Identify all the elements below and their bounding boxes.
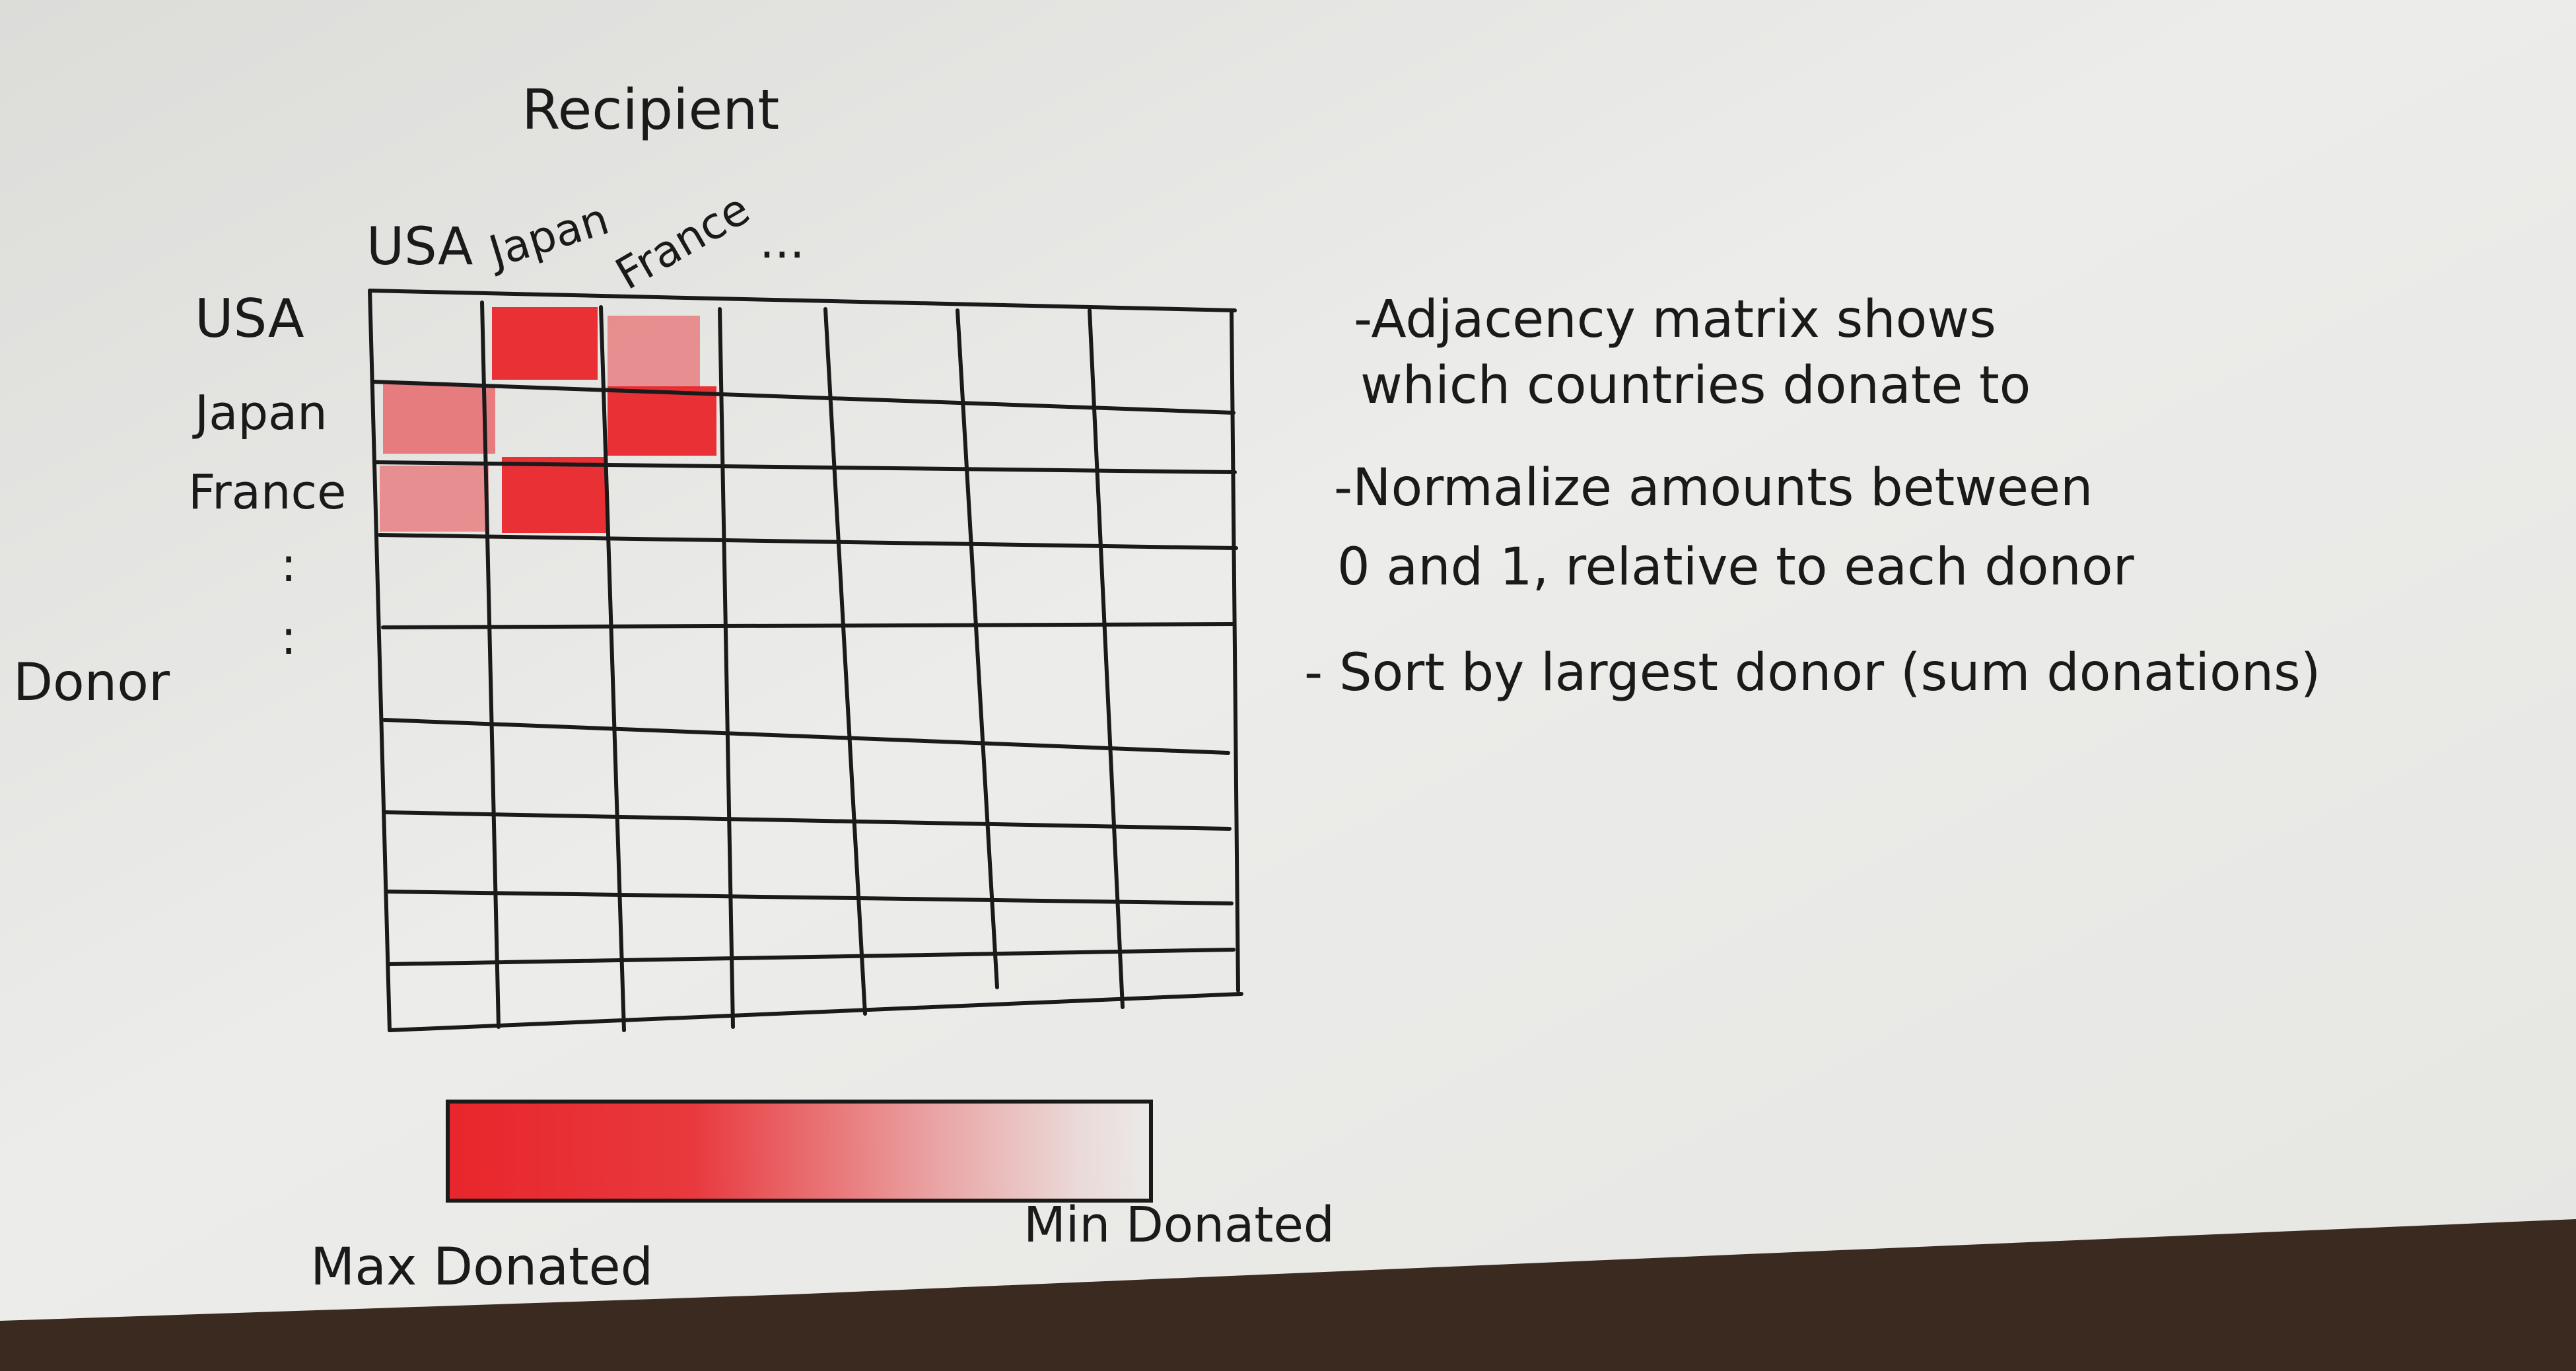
row-label-usa: USA [195, 288, 304, 349]
row-ellipsis-2: : [281, 610, 296, 665]
legend-min-label: Min Donated [1024, 1197, 1335, 1253]
color-legend: Max Donated Min Donated [310, 1100, 1335, 1297]
paper-sheet [0, 0, 2576, 1321]
cell-france-japan [502, 457, 608, 533]
column-ellipsis: ... [759, 213, 805, 269]
recipient-axis-label: Recipient [522, 77, 779, 142]
adjacency-matrix-grid [368, 289, 1243, 1032]
cell-usa-japan [492, 307, 598, 380]
cell-japan-usa [383, 384, 495, 454]
cell-japan-france [608, 386, 716, 456]
matrix-highlights [380, 307, 716, 533]
cell-france-usa [380, 466, 489, 532]
note-line-4: 0 and 1, relative to each donor [1337, 538, 2135, 597]
row-label-france: France [188, 464, 346, 520]
column-label-usa: USA [366, 217, 473, 277]
note-line-1: -Adjacency matrix shows [1354, 290, 1996, 349]
note-line-3: -Normalize amounts between [1334, 458, 2093, 518]
cell-usa-france [608, 316, 700, 388]
row-label-japan: Japan [192, 385, 328, 440]
donor-axis-label: Donor [13, 653, 170, 713]
note-line-5: - Sort by largest donor (sum donations) [1304, 643, 2320, 703]
legend-gradient-fill [448, 1102, 1151, 1201]
legend-max-label: Max Donated [310, 1238, 653, 1297]
row-ellipsis-1: : [281, 537, 296, 592]
note-line-2: which countries donate to [1360, 356, 2031, 415]
legend-bar-outline [446, 1100, 1153, 1203]
